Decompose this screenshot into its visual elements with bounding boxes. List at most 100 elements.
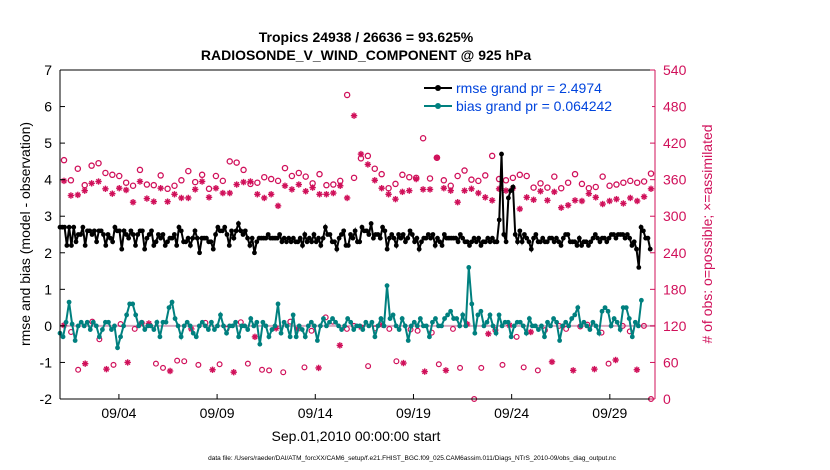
bias-point [314, 338, 320, 343]
bias-point [439, 323, 444, 329]
bias-point [478, 308, 484, 314]
rmse-point [295, 239, 301, 245]
obs-assimilated-low-marker [251, 333, 259, 341]
bias-point [402, 323, 408, 329]
bias-point [372, 334, 378, 340]
rmse-point [316, 235, 321, 241]
rmse-point [215, 224, 221, 230]
obs-possible-marker [392, 180, 399, 188]
obs-assimilated-marker [406, 187, 413, 194]
rmse-point [629, 243, 635, 248]
rmse-point [103, 243, 109, 248]
bias-point [499, 323, 505, 329]
bias-point [632, 319, 638, 325]
rmse-point [155, 232, 161, 237]
obs-assimilated-marker [399, 188, 406, 196]
obs-possible-low-marker [266, 367, 273, 374]
obs-possible-marker [633, 179, 641, 186]
bias-point [305, 323, 311, 329]
bias-point [345, 316, 351, 321]
obs-assimilated-marker [461, 187, 468, 194]
obs-assimilated-marker [302, 188, 309, 195]
obs-possible-marker [578, 180, 586, 188]
bias-point [357, 323, 363, 329]
obs-possible-marker [564, 179, 572, 186]
obs-assimilated-low-marker [591, 365, 598, 373]
obs-assimilated-marker [468, 185, 475, 193]
bias-point [75, 323, 81, 329]
rmse-point [352, 228, 358, 234]
bias-point [593, 323, 599, 329]
rmse-point [366, 232, 372, 237]
bias-point [496, 312, 502, 318]
obs-possible-marker [67, 177, 75, 184]
obs-possible-marker [281, 164, 289, 172]
bias-point [348, 319, 354, 325]
bias-point [199, 319, 205, 325]
bias-point [375, 323, 381, 329]
obs-assimilated-marker [261, 194, 268, 202]
rmse-point [220, 228, 225, 234]
bias-point [545, 319, 550, 325]
obs-assimilated-marker [233, 181, 240, 188]
obs-possible-marker [461, 167, 468, 174]
bias-point [617, 327, 623, 332]
obs-possible-marker [350, 174, 358, 182]
bias-point [230, 323, 235, 329]
obs-possible-marker [330, 181, 337, 188]
rmse-point [338, 232, 344, 237]
obs-possible-marker [613, 181, 620, 188]
bias-point [575, 305, 581, 311]
obs-possible-marker [371, 165, 379, 172]
obs-assimilated-low-marker [166, 367, 174, 375]
bias-point [175, 323, 181, 329]
obs-possible-marker [488, 152, 496, 160]
bias-point [493, 330, 499, 336]
bias-point [130, 301, 136, 307]
bias-point [557, 338, 563, 343]
obs-assimilated-low-marker [485, 330, 492, 338]
rmse-point [501, 232, 507, 237]
rmse-point [544, 239, 550, 245]
y2-tick-label: 0 [663, 391, 671, 407]
rmse-point [389, 232, 395, 237]
rmse-point [645, 235, 651, 241]
bias-point [532, 323, 538, 329]
bias-point [587, 327, 593, 332]
obs-assimilated-marker [157, 184, 164, 192]
bias-point [196, 323, 202, 329]
obs-possible-marker [205, 185, 213, 193]
rmse-point [190, 235, 196, 241]
rmse-point [306, 235, 312, 241]
obs-assimilated-marker [488, 197, 496, 204]
rmse-point [483, 239, 488, 245]
rmse-point [489, 235, 495, 241]
obs-assimilated-marker [316, 191, 323, 198]
bias-point [629, 334, 635, 340]
rmse-point [558, 243, 564, 248]
rmse-point [631, 239, 637, 245]
bias-point [578, 323, 584, 329]
bias-point [517, 319, 523, 325]
rmse-point [238, 228, 244, 234]
rmse-point [638, 224, 644, 230]
obs-possible-low-marker [160, 364, 167, 371]
obs-assimilated-marker [551, 188, 558, 196]
obs-possible-low-marker [174, 357, 181, 364]
bias-point [566, 323, 572, 329]
bias-point [563, 319, 569, 325]
rmse-point [398, 235, 404, 241]
rmse-point [139, 228, 145, 234]
rmse-point [242, 228, 248, 234]
y-tick-label: 2 [44, 245, 52, 261]
obs-possible-marker [191, 178, 199, 186]
bias-point [166, 305, 172, 311]
rmse-point [364, 228, 369, 234]
obs-assimilated-marker [281, 182, 289, 189]
bias-point [430, 319, 435, 325]
obs-assimilated-marker [413, 175, 420, 183]
obs-possible-marker [240, 166, 247, 174]
obs-possible-low-marker [513, 333, 520, 340]
obs-possible-marker [509, 174, 517, 182]
